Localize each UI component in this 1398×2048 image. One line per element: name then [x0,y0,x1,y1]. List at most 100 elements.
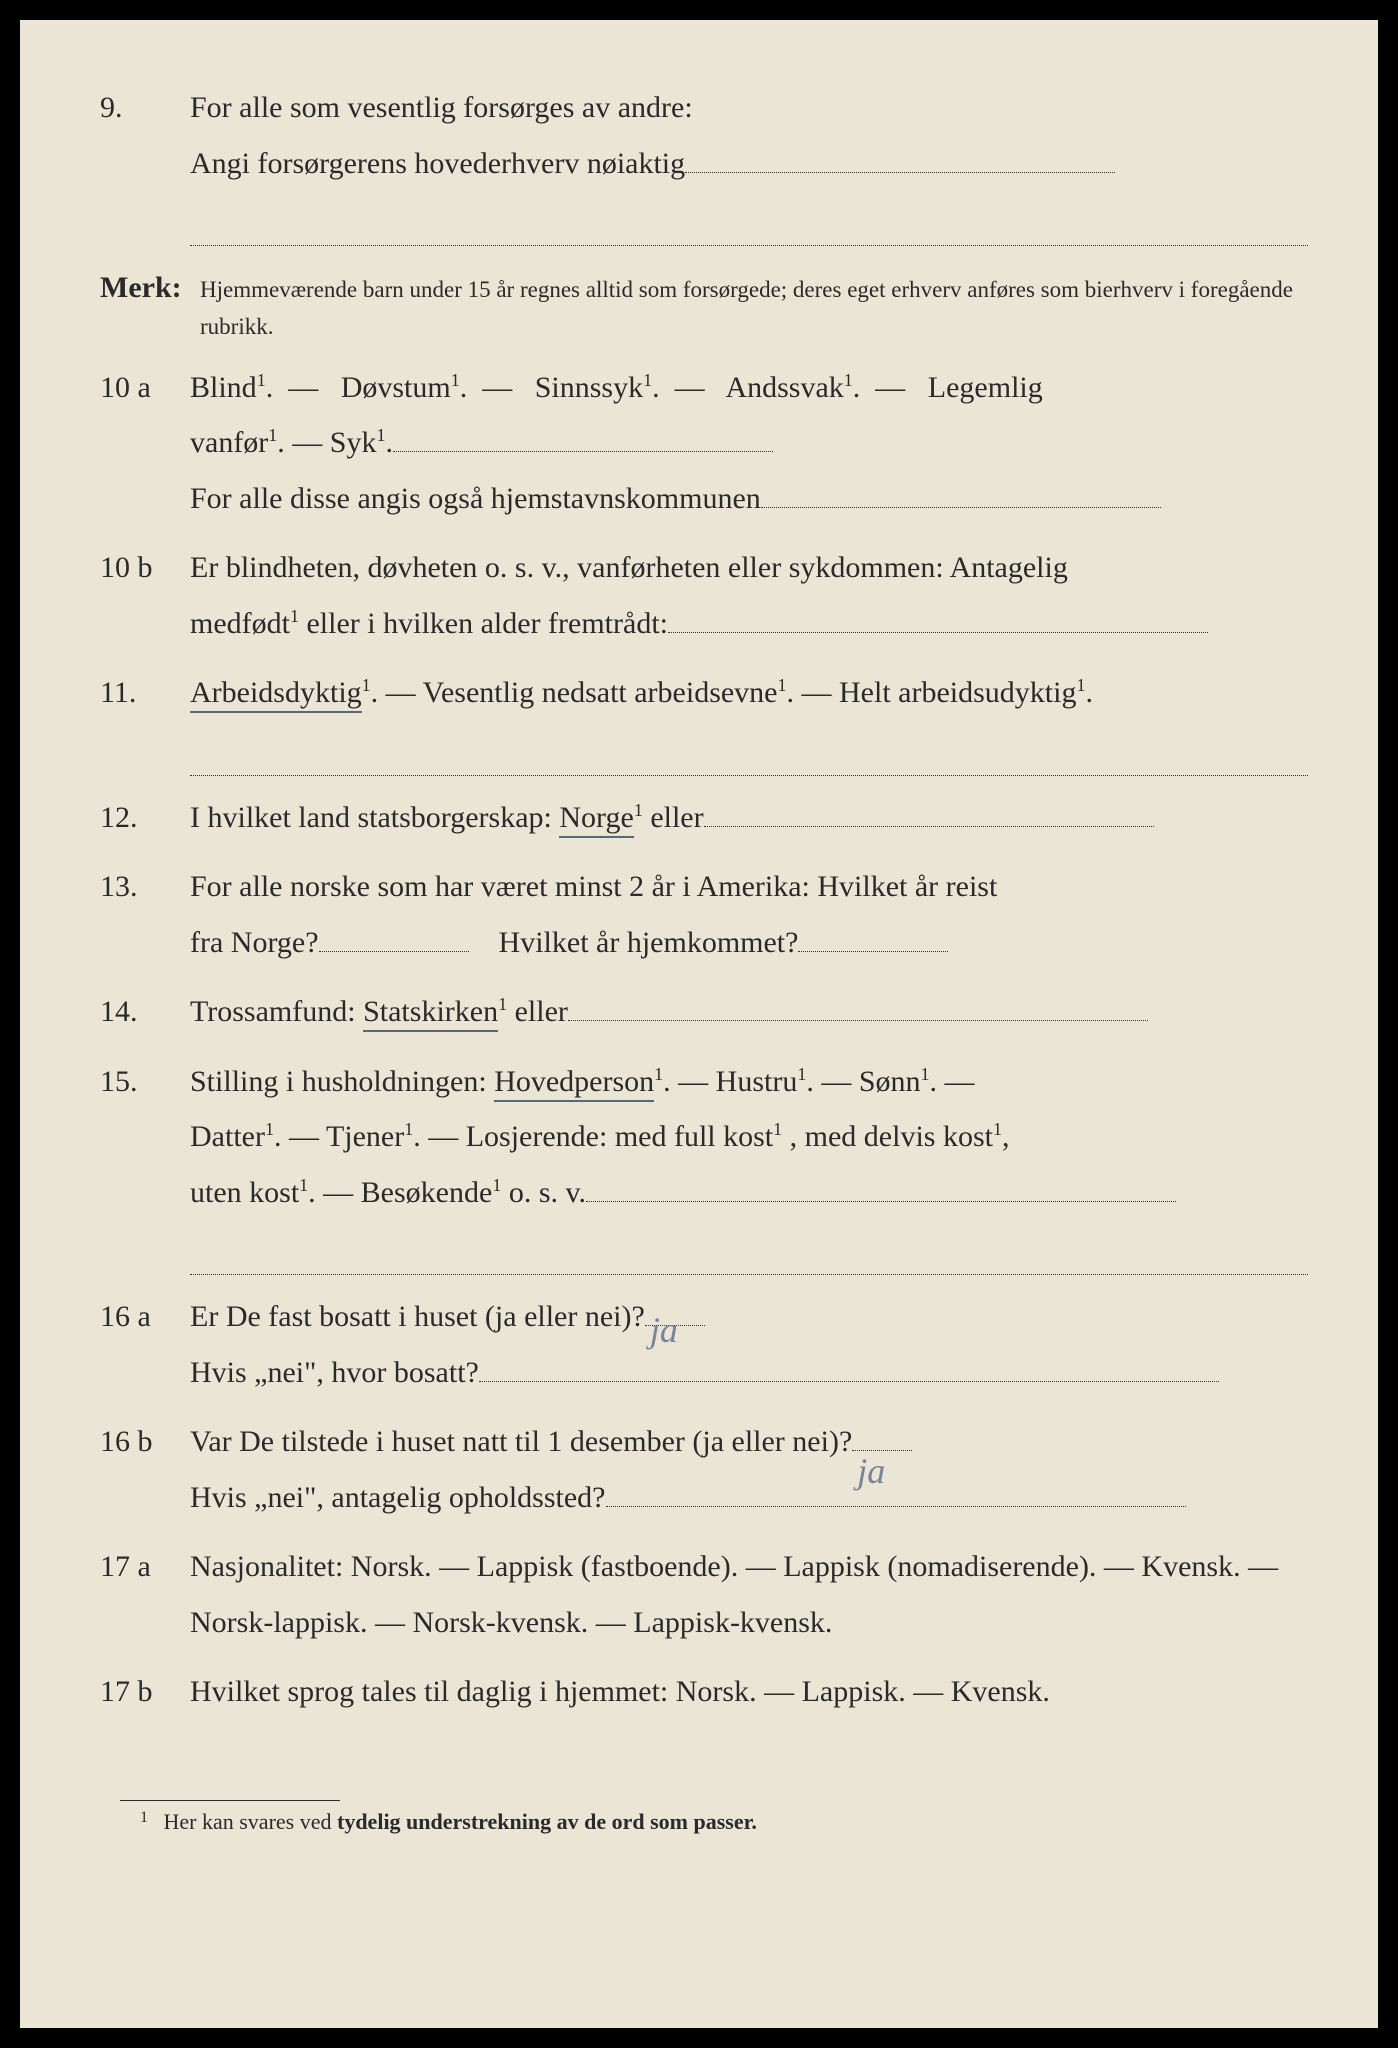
sup-1: 1 [797,1064,806,1084]
question-16b: 16 b Var De tilstede i huset natt til 1 … [90,1414,1308,1525]
q10a-vanfor: vanfør [190,426,268,459]
question-14: 14. Trossamfund: Statskirken1 eller [90,984,1308,1040]
sup-1: 1 [492,1175,501,1195]
q10a-number: 10 a [90,360,190,416]
blank-line [479,1381,1219,1382]
q11-helt: — Helt arbeidsudyktig [802,676,1077,709]
sup-1: 1 [265,1119,274,1139]
question-17b: 17 b Hvilket sprog tales til daglig i hj… [90,1664,1308,1720]
sup-1: 1 [778,675,787,695]
q12-content: I hvilket land statsborgerskap: Norge1 e… [190,790,1308,846]
blank-line [606,1506,1186,1507]
q17b-number: 17 b [90,1664,190,1720]
sup-1: 1 [773,1119,782,1139]
blank-line [798,951,948,952]
q16a-number: 16 a [90,1289,190,1345]
q15-text: Stilling i husholdningen: [190,1065,494,1098]
sup-1: 1 [921,1064,930,1084]
q15-hustru: Hustru [716,1065,798,1098]
q15-losjerende: Losjerende: med full kost [466,1120,773,1153]
q14-number: 14. [90,984,190,1040]
footnote: 1 Her kan svares ved tydelig understrekn… [90,1801,1308,1835]
q16b-content: Var De tilstede i huset natt til 1 desem… [190,1414,1308,1525]
answer-line: ja [645,1325,705,1326]
q13-line2b: Hvilket år hjemkommet? [499,926,799,959]
blank-line-full [190,205,1308,246]
merk-text: Hjemmeværende barn under 15 år regnes al… [200,272,1308,346]
q16b-line1: Var De tilstede i huset natt til 1 desem… [190,1425,852,1458]
handwritten-answer: ja [857,1438,885,1505]
sup-1: 1 [634,800,643,820]
sup-1: 1 [1076,675,1085,695]
question-10a: 10 a Blind1. — Døvstum1. — Sinnssyk1. — … [90,360,1308,527]
q15-content: Stilling i husholdningen: Hovedperson1. … [190,1054,1308,1221]
q12-number: 12. [90,790,190,846]
sup-1: 1 [362,675,371,695]
q11-nedsatt: — Vesentlig nedsatt arbeidsevne [386,676,778,709]
q9-number: 9. [90,80,190,136]
q15-besoekende: Besøkende [361,1176,493,1209]
document-page: 9. For alle som vesentlig forsørges av a… [20,20,1378,2028]
q17a-text: Nasjonalitet: Norsk. — Lappisk (fastboen… [190,1539,1308,1650]
footnote-number: 1 [140,1809,148,1826]
q15-datter: Datter [190,1120,265,1153]
q11-number: 11. [90,665,190,721]
q15-tjener: Tjener [326,1120,404,1153]
footnote-text-b: tydelig understrekning av de ord som pas… [337,1809,757,1834]
blank-line [704,826,1154,827]
q10a-line2: For alle disse angis også hjemstavnskomm… [190,482,761,515]
q13-line2a: fra Norge? [190,926,319,959]
q11-arbeidsdyktig: Arbeidsdyktig [190,676,362,713]
q16a-content: Er De fast bosatt i huset (ja eller nei)… [190,1289,1308,1400]
question-12: 12. I hvilket land statsborgerskap: Norg… [90,790,1308,846]
q15-hovedperson: Hovedperson [494,1065,654,1102]
q10a-sinnssyk: Sinnssyk [535,371,643,404]
q10b-content: Er blindheten, døvheten o. s. v., vanfør… [190,540,1308,651]
q10b-line2rest: eller i hvilken alder fremtrådt: [306,607,668,640]
sup-1: 1 [643,370,652,390]
q14-statskirken: Statskirken [363,995,498,1032]
q9-line1: For alle som vesentlig forsørges av andr… [190,91,693,124]
q15-delvis: , med delvis kost [790,1120,993,1153]
merk-label: Merk: [90,260,200,316]
sup-1: 1 [268,425,277,445]
question-16a: 16 a Er De fast bosatt i huset (ja eller… [90,1289,1308,1400]
q9-content: For alle som vesentlig forsørges av andr… [190,80,1308,191]
q15-osv: o. s. v. [509,1176,586,1209]
q16b-line2: Hvis „nei", antagelig opholdssted? [190,1481,606,1514]
q14-text: Trossamfund: [190,995,363,1028]
q10a-legemlig: Legemlig [928,371,1043,404]
q13-number: 13. [90,859,190,915]
q16b-number: 16 b [90,1414,190,1470]
q15-uten: uten kost [190,1176,299,1209]
q10a-syk: Syk [330,426,377,459]
q15-number: 15. [90,1054,190,1110]
question-13: 13. For alle norske som har været minst … [90,859,1308,970]
q13-line1: For alle norske som har været minst 2 år… [190,870,997,903]
sup-1: 1 [299,1175,308,1195]
sup-1: 1 [993,1119,1002,1139]
q9-line2: Angi forsørgerens hovederhverv nøiaktig [190,147,685,180]
sup-1: 1 [290,606,299,626]
handwritten-answer: ja [650,1297,678,1364]
blank-line [319,951,469,952]
question-9: 9. For alle som vesentlig forsørges av a… [90,80,1308,191]
sup-1: 1 [654,1064,663,1084]
sup-1: 1 [498,994,507,1014]
q10b-number: 10 b [90,540,190,596]
question-15: 15. Stilling i husholdningen: Hovedperso… [90,1054,1308,1221]
q16a-line2: Hvis „nei", hvor bosatt? [190,1356,479,1389]
q12-text: I hvilket land statsborgerskap: [190,801,559,834]
sup-1: 1 [844,370,853,390]
footnote-text-a: Her kan svares ved [164,1809,338,1834]
q14-eller: eller [515,995,568,1028]
question-11: 11. Arbeidsdyktig1. — Vesentlig nedsatt … [90,665,1308,721]
q10b-line1: Er blindheten, døvheten o. s. v., vanfør… [190,551,1068,584]
blank-line [586,1201,1176,1202]
blank-line-full [190,1234,1308,1275]
sup-1: 1 [451,370,460,390]
blank-line [761,507,1161,508]
q17a-number: 17 a [90,1539,190,1595]
merk-note: Merk: Hjemmeværende barn under 15 år reg… [90,260,1308,346]
blank-line [668,632,1208,633]
